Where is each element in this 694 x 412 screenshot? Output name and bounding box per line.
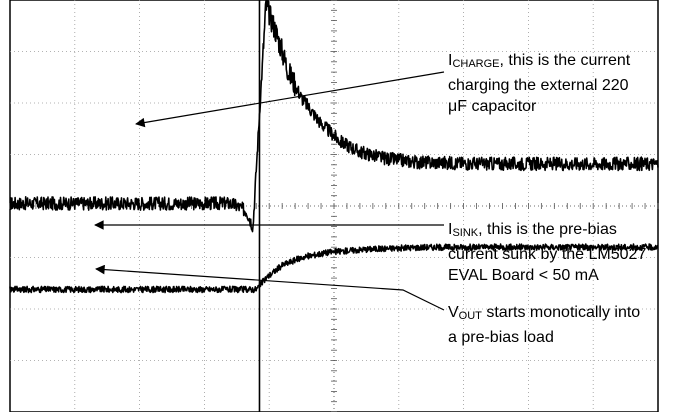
annotation-line: charging the external 220 — [448, 77, 629, 94]
arrow-vout — [95, 264, 445, 311]
annotation-line: a pre-bias load — [448, 329, 554, 346]
trace-icharge — [9, 0, 659, 233]
annotation-line: current sunk by the LM5027 — [448, 246, 647, 263]
annotation-arrows — [94, 71, 445, 311]
annotation-line: ISINK, this is the pre-bias — [448, 221, 617, 239]
annotation-isink: ISINK, this is the pre-bias current sunk… — [448, 219, 646, 286]
arrow-icharge — [135, 71, 445, 128]
annotation-line: μF capacitor — [448, 98, 537, 115]
annotation-vout: VOUT starts monotically into a pre-bias … — [448, 302, 640, 348]
trace-vout — [9, 243, 659, 294]
annotation-line: EVAL Board < 50 mA — [448, 267, 599, 284]
annotation-line: ICHARGE, this is the current — [448, 52, 631, 70]
scope-traces — [9, 0, 659, 294]
annotation-icharge: ICHARGE, this is the current charging th… — [448, 50, 630, 117]
annotation-line: VOUT starts monotically into — [448, 304, 641, 322]
